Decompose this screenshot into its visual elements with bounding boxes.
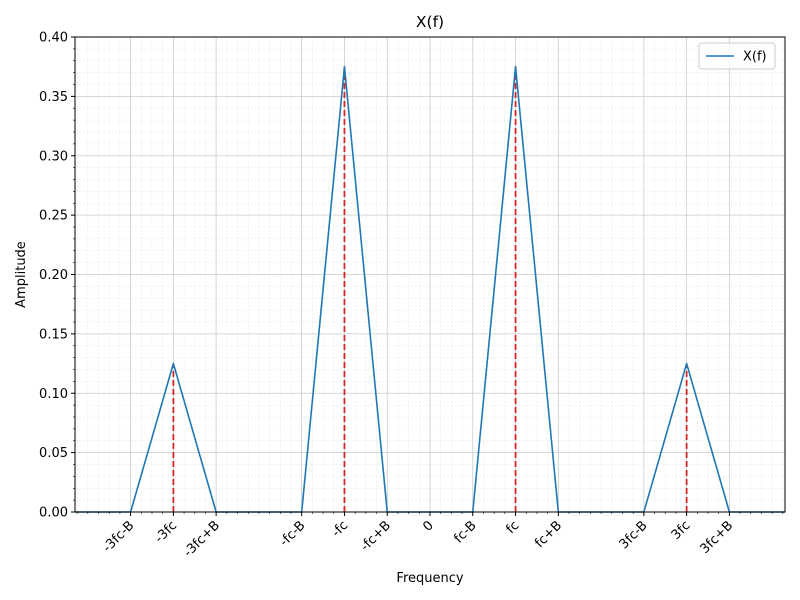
legend-label: X(f): [743, 50, 767, 65]
y-tick-label: 0.05: [39, 446, 68, 461]
stem-lines: [172, 66, 688, 512]
y-tick-label: 0.25: [39, 209, 68, 224]
y-tick-label: 0.35: [39, 90, 68, 105]
y-tick-label: 0.40: [39, 31, 68, 46]
y-tick-label: 0.15: [39, 327, 68, 342]
legend-box: [698, 42, 776, 70]
y-tick-label: 0.30: [39, 149, 68, 164]
y-axis-ticks: 0.00 0.05 0.10 0.15 0.20 0.25 0.30 0.35 0.40: [39, 31, 75, 521]
chart-title: X(f): [416, 13, 444, 31]
y-tick-label: 0.10: [39, 387, 68, 402]
legend: X(f): [698, 42, 776, 70]
y-tick-label: 0.00: [39, 506, 68, 521]
y-tick-label: 0.20: [39, 268, 68, 283]
x-axis-label: Frequency: [396, 571, 463, 586]
y-axis-label: Amplitude: [14, 241, 29, 308]
